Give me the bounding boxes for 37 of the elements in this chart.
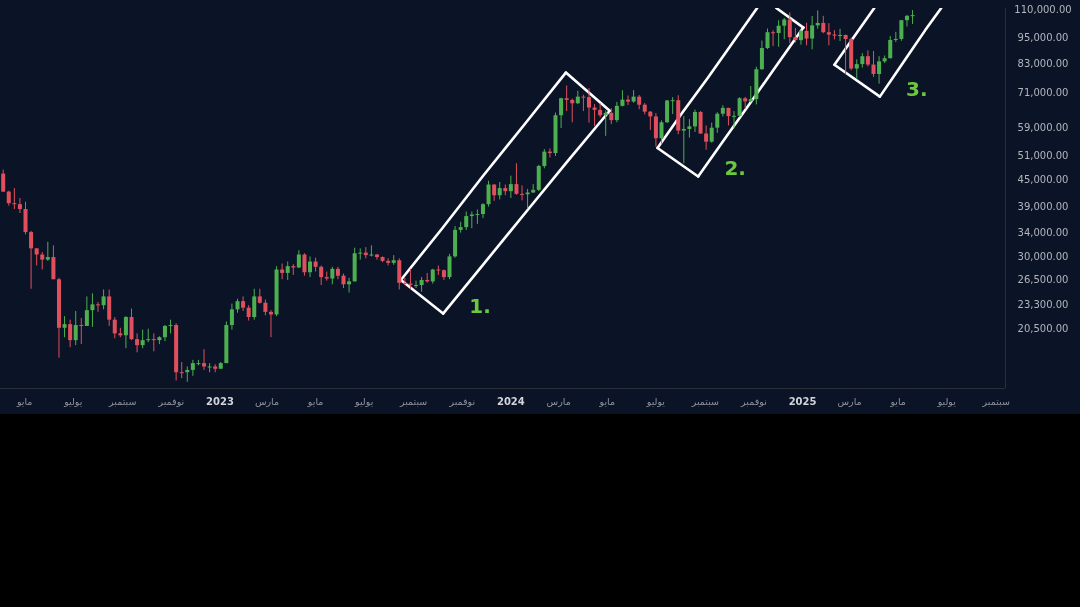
x-tick-label: مارس: [546, 395, 571, 407]
y-tick-label: 83,000.00: [1017, 57, 1069, 69]
x-tick-label: سبتمبر: [108, 395, 137, 407]
y-tick-label: 51,000.00: [1017, 150, 1069, 162]
x-tick-label: 2025: [788, 395, 817, 407]
x-tick-label: مايو: [889, 395, 906, 407]
x-tick-label: نوفمبر: [448, 395, 476, 407]
y-tick-label: 95,000.00: [1017, 32, 1069, 44]
annotation: 3.: [906, 76, 928, 101]
x-tick-label: يوليو: [645, 395, 666, 407]
x-tick-label: مارس: [254, 395, 280, 407]
x-tick-label: 2023: [206, 395, 234, 407]
x-tick-label: 2024: [496, 395, 525, 407]
x-tick-label: يوليو: [354, 395, 374, 407]
x-tick-label: نوفمبر: [740, 395, 767, 407]
y-tick-label: 20,500.00: [1017, 323, 1069, 335]
y-tick-label: 39,000.00: [1017, 201, 1069, 213]
x-tick-label: سبتمبر: [398, 395, 428, 407]
y-tick-label: 34,000.00: [1017, 227, 1069, 239]
y-tick-label: 30,000.00: [1017, 250, 1069, 262]
x-tick-label: يوليو: [63, 395, 83, 407]
y-tick-label: 26,500.00: [1017, 274, 1069, 286]
x-tick-label: سبتمبر: [981, 395, 1010, 407]
y-tick-label: 23,300.00: [1017, 298, 1069, 310]
y-tick-label: 59,000.00: [1017, 122, 1069, 134]
x-tick-label: مايو: [306, 395, 324, 407]
annotation: 2.: [724, 156, 746, 181]
y-tick-label: 110,000.00: [1014, 4, 1072, 16]
x-tick-label: يوليو: [936, 395, 957, 407]
x-tick-label: سبتمبر: [690, 395, 720, 407]
x-tick-label: مايو: [598, 395, 616, 407]
annotation: 1.: [469, 293, 491, 318]
x-tick-label: مايو: [15, 395, 33, 407]
x-tick-label: نوفمبر: [157, 395, 185, 407]
y-tick-label: 45,000.00: [1017, 173, 1069, 185]
y-tick-label: 71,000.00: [1017, 87, 1069, 99]
x-tick-label: مارس: [837, 395, 862, 407]
